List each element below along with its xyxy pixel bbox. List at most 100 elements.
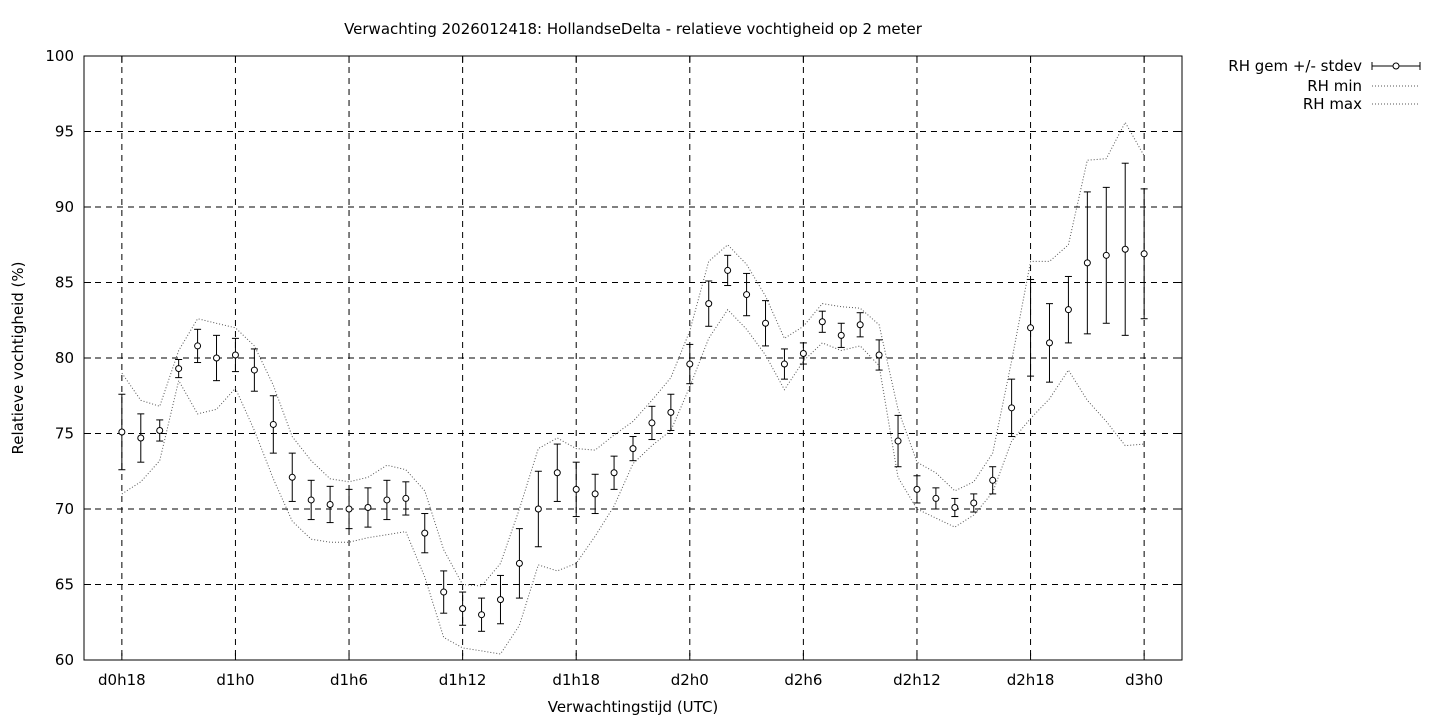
error-bar-point xyxy=(496,574,504,625)
mean-point xyxy=(307,496,315,504)
error-bar-point xyxy=(194,328,202,364)
mean-point xyxy=(496,596,504,604)
error-bar-point xyxy=(478,597,486,632)
mean-point xyxy=(194,342,202,350)
mean-point xyxy=(705,300,713,308)
error-bar-point xyxy=(1064,275,1072,344)
mean-point xyxy=(629,445,637,453)
mean-point xyxy=(459,605,467,613)
error-bar-point xyxy=(629,436,637,462)
mean-point xyxy=(156,426,164,434)
error-bar-point xyxy=(932,487,940,510)
error-bar-point xyxy=(118,393,126,471)
x-tick-label: d3h0 xyxy=(1125,671,1163,689)
x-tick-label: d2h0 xyxy=(671,671,709,689)
mean-point xyxy=(610,469,618,477)
mean-point xyxy=(1102,251,1110,259)
mean-point xyxy=(780,360,788,368)
error-bar-point xyxy=(1027,278,1035,377)
mean-point xyxy=(913,485,921,493)
error-bar-point xyxy=(875,339,883,371)
mean-point xyxy=(383,496,391,504)
error-bar-point xyxy=(572,461,580,518)
mean-point xyxy=(269,420,277,428)
error-bar-point xyxy=(534,470,542,548)
error-bar-point xyxy=(951,497,959,518)
error-bar-point xyxy=(648,405,656,441)
legend-label: RH min xyxy=(1307,77,1362,95)
error-bar-point xyxy=(1140,188,1148,320)
error-bar-point xyxy=(818,310,826,333)
mean-point xyxy=(213,354,221,362)
error-bar-point xyxy=(364,487,372,528)
error-bar-point xyxy=(591,473,599,515)
x-tick-label: d0h18 xyxy=(98,671,146,689)
error-bar-point xyxy=(1045,303,1053,383)
mean-point xyxy=(1121,245,1129,253)
mean-point xyxy=(894,437,902,445)
x-tick-label: d2h6 xyxy=(784,671,822,689)
mean-point xyxy=(989,476,997,484)
x-tick-label: d1h6 xyxy=(330,671,368,689)
error-bar-point xyxy=(1102,186,1110,324)
mean-point xyxy=(288,473,296,481)
error-bar-point xyxy=(705,280,713,327)
mean-point xyxy=(667,408,675,416)
legend-label: RH max xyxy=(1303,95,1362,113)
error-bar-point xyxy=(421,513,429,554)
mean-point xyxy=(743,291,751,299)
y-tick-label: 85 xyxy=(55,274,74,292)
error-bar-point xyxy=(269,395,277,454)
mean-point xyxy=(970,499,978,507)
mean-point xyxy=(250,366,258,374)
mean-point xyxy=(856,321,864,329)
y-tick-label: 100 xyxy=(45,47,74,65)
mean-point xyxy=(1008,404,1016,412)
error-bar-point xyxy=(345,488,353,530)
legend-swatch-point xyxy=(1392,62,1400,70)
y-tick-label: 75 xyxy=(55,425,74,443)
mean-point xyxy=(515,559,523,567)
x-tick-label: d1h12 xyxy=(439,671,487,689)
mean-point xyxy=(402,494,410,502)
x-tick-label: d2h18 xyxy=(1007,671,1055,689)
error-bar-point xyxy=(970,493,978,513)
error-bar-point xyxy=(913,475,921,504)
error-bar-point xyxy=(1008,378,1016,438)
error-bar-point xyxy=(780,348,788,380)
error-bar-point xyxy=(553,443,561,502)
error-bar-point xyxy=(610,455,618,490)
error-bar-point xyxy=(894,414,902,468)
y-tick-label: 65 xyxy=(55,576,74,594)
mean-point xyxy=(1064,306,1072,314)
y-axis-label: Relatieve vochtigheid (%) xyxy=(9,261,27,454)
error-bar-point xyxy=(1083,191,1091,335)
mean-point xyxy=(724,266,732,274)
error-bar-point xyxy=(724,254,732,287)
y-tick-label: 60 xyxy=(55,651,74,669)
rh-min-line xyxy=(121,308,1145,655)
x-axis-label: Verwachtingstijd (UTC) xyxy=(548,698,719,716)
error-bar-point xyxy=(326,485,334,524)
mean-point xyxy=(799,349,807,357)
error-bar-point xyxy=(1121,162,1129,336)
error-bar-point xyxy=(667,393,675,431)
mean-point xyxy=(591,490,599,498)
error-bar-point xyxy=(288,452,296,502)
error-bar-point xyxy=(383,479,391,521)
error-bar-point xyxy=(743,272,751,317)
axis-ticks: 60 65 70 75 80 85 90 95 100 d0h18 d1h0 d1h6 d1h12 d1h… xyxy=(45,47,1182,689)
mean-point xyxy=(231,351,239,359)
error-bar-point xyxy=(156,419,164,442)
mean-point xyxy=(137,434,145,442)
mean-point xyxy=(1140,250,1148,258)
mean-point xyxy=(553,469,561,477)
mean-point xyxy=(478,611,486,619)
mean-point xyxy=(572,485,580,493)
error-bar-point xyxy=(856,312,864,338)
data-series xyxy=(118,121,1148,655)
error-bar-point xyxy=(402,481,410,516)
mean-point xyxy=(1045,339,1053,347)
